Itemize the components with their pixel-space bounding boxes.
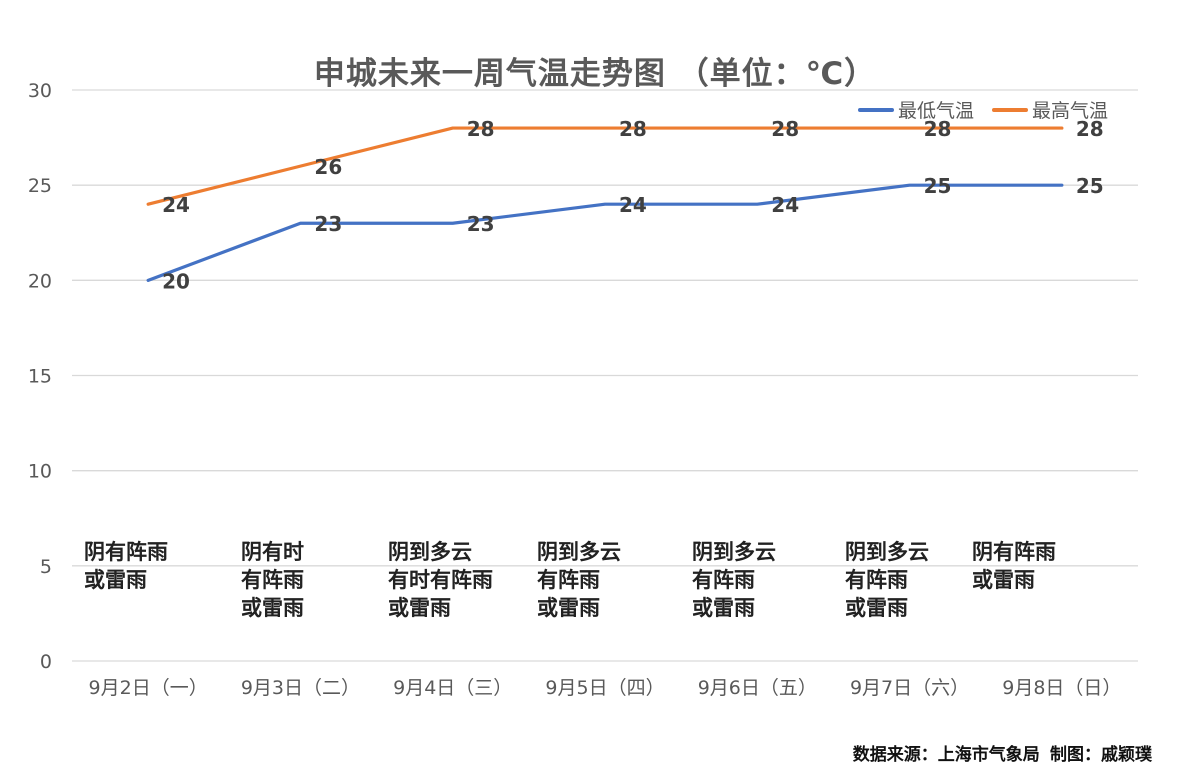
data-labels: 20 23 23 24 24 25 25 24 26 28 28 28 28 28 <box>162 117 1104 293</box>
data-label-high: 28 <box>771 117 799 141</box>
data-label-high: 24 <box>162 193 190 217</box>
data-label-low: 23 <box>314 212 342 236</box>
data-label-high: 28 <box>467 117 495 141</box>
weather-day-4: 阴到多云 有阵雨 或雷雨 <box>537 540 621 620</box>
legend-label-high: 最高气温 <box>1032 100 1109 122</box>
data-label-low: 24 <box>771 193 799 217</box>
x-tick-label: 9月3日（二） <box>241 677 360 699</box>
source-note: 数据来源：上海市气象局 制图：戚颖璞 <box>852 745 1152 765</box>
x-axis-ticks: 9月2日（一） 9月3日（二） 9月4日（三） 9月5日（四） 9月6日（五） 9月7日（… <box>89 677 1122 699</box>
y-tick-label: 20 <box>28 270 52 292</box>
y-tick-label: 15 <box>28 366 52 388</box>
y-tick-label: 0 <box>40 651 52 673</box>
x-tick-label: 9月4日（三） <box>393 677 512 699</box>
y-tick-label: 25 <box>28 175 52 197</box>
x-tick-label: 9月2日（一） <box>89 677 208 699</box>
chart-title: 申城未来一周气温走势图 （单位：℃） <box>313 56 877 92</box>
legend: 最低气温 最高气温 <box>858 96 1108 123</box>
y-tick-label: 10 <box>28 461 52 483</box>
x-tick-label: 9月7日（六） <box>850 677 969 699</box>
y-axis-ticks: 0 5 10 15 20 25 30 <box>28 80 52 673</box>
data-label-high: 26 <box>314 155 342 179</box>
legend-swatch-low <box>858 107 894 112</box>
y-tick-label: 30 <box>28 80 52 102</box>
data-label-low: 20 <box>162 269 190 293</box>
weather-day-2: 阴有时 有阵雨 或雷雨 <box>241 540 304 620</box>
series-line-low <box>146 183 1064 282</box>
x-tick-label: 9月6日（五） <box>698 677 817 699</box>
x-tick-label: 9月8日（日） <box>1002 677 1121 699</box>
legend-label-low: 最低气温 <box>898 100 975 122</box>
weather-day-3: 阴到多云 有时有阵雨 或雷雨 <box>388 540 493 620</box>
weather-day-5: 阴到多云 有阵雨 或雷雨 <box>692 540 776 620</box>
data-label-high: 28 <box>1076 117 1104 141</box>
data-label-low: 23 <box>467 212 495 236</box>
x-tick-label: 9月5日（四） <box>545 677 664 699</box>
weather-day-1: 阴有阵雨 或雷雨 <box>84 540 168 592</box>
legend-item-high: 最高气温 <box>992 96 1108 123</box>
data-label-high: 28 <box>924 117 952 141</box>
legend-item-low: 最低气温 <box>858 96 974 123</box>
weather-day-6: 阴到多云 有阵雨 或雷雨 <box>845 540 929 620</box>
gridlines <box>72 89 1138 662</box>
data-label-low: 25 <box>1076 174 1104 198</box>
data-label-low: 25 <box>924 174 952 198</box>
weather-day-7: 阴有阵雨 或雷雨 <box>972 540 1056 592</box>
y-tick-label: 5 <box>40 556 52 578</box>
data-label-low: 24 <box>619 193 647 217</box>
legend-swatch-high <box>992 107 1029 112</box>
data-label-high: 28 <box>619 117 647 141</box>
series-lines <box>146 126 1064 282</box>
